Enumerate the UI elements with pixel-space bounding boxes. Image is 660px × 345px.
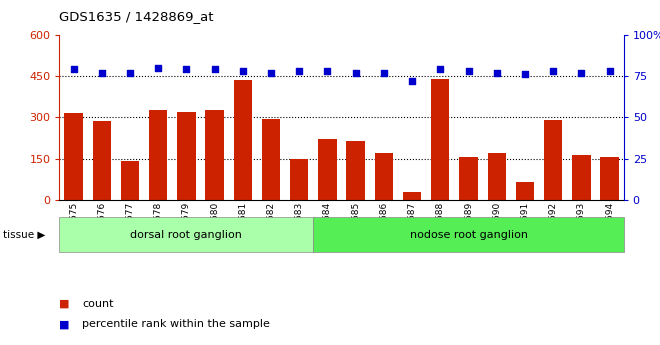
Text: count: count bbox=[82, 299, 114, 308]
Point bbox=[605, 68, 615, 74]
Point bbox=[181, 67, 191, 72]
Point bbox=[379, 70, 389, 75]
Bar bbox=[346, 141, 365, 200]
Point bbox=[153, 65, 164, 70]
Bar bbox=[601, 157, 619, 200]
Bar bbox=[488, 153, 506, 200]
Bar bbox=[149, 110, 168, 200]
Bar bbox=[403, 192, 421, 200]
Point bbox=[68, 67, 79, 72]
Point bbox=[492, 70, 502, 75]
Text: percentile rank within the sample: percentile rank within the sample bbox=[82, 319, 271, 329]
Point bbox=[294, 68, 304, 74]
Point bbox=[322, 68, 333, 74]
Bar bbox=[262, 119, 280, 200]
Point bbox=[548, 68, 558, 74]
Bar bbox=[515, 182, 534, 200]
Bar bbox=[234, 80, 252, 200]
Point bbox=[576, 70, 587, 75]
Text: ■: ■ bbox=[59, 319, 70, 329]
Text: nodose root ganglion: nodose root ganglion bbox=[409, 230, 527, 239]
Point bbox=[266, 70, 277, 75]
Point bbox=[519, 71, 530, 77]
Bar bbox=[318, 139, 337, 200]
Bar bbox=[177, 112, 195, 200]
Point bbox=[463, 68, 474, 74]
Text: tissue ▶: tissue ▶ bbox=[3, 230, 46, 239]
Bar bbox=[459, 157, 478, 200]
FancyBboxPatch shape bbox=[314, 217, 624, 252]
Text: ■: ■ bbox=[59, 299, 70, 308]
Point bbox=[238, 68, 248, 74]
FancyBboxPatch shape bbox=[59, 217, 314, 252]
Point bbox=[209, 67, 220, 72]
Bar bbox=[290, 159, 308, 200]
Bar bbox=[375, 153, 393, 200]
Point bbox=[350, 70, 361, 75]
Point bbox=[407, 78, 417, 83]
Bar bbox=[205, 110, 224, 200]
Bar bbox=[92, 121, 111, 200]
Text: GDS1635 / 1428869_at: GDS1635 / 1428869_at bbox=[59, 10, 214, 23]
Bar bbox=[544, 120, 562, 200]
Point bbox=[96, 70, 107, 75]
Bar bbox=[431, 79, 449, 200]
Text: dorsal root ganglion: dorsal root ganglion bbox=[131, 230, 242, 239]
Bar bbox=[572, 155, 591, 200]
Point bbox=[435, 67, 446, 72]
Bar bbox=[64, 113, 82, 200]
Point bbox=[125, 70, 135, 75]
Bar bbox=[121, 161, 139, 200]
